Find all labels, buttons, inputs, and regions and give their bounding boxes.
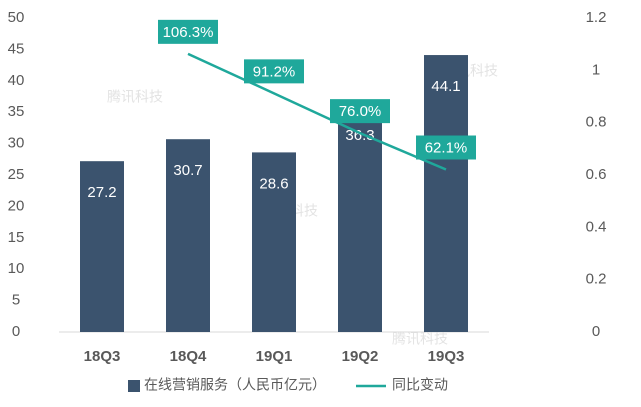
- bar-label: 27.2: [87, 184, 116, 201]
- bar: [80, 161, 124, 332]
- watermark: 腾讯科技: [107, 89, 163, 105]
- y-tick-label: 10: [8, 260, 25, 277]
- y-tick-label: 5: [12, 292, 20, 309]
- legend-label: 在线营销服务（人民币亿元）: [144, 377, 326, 393]
- line-label: 62.1%: [425, 139, 468, 156]
- bar-label: 30.7: [173, 162, 202, 179]
- x-tick-label: 19Q1: [256, 348, 293, 365]
- bar: [166, 139, 210, 332]
- line-label-box: [330, 99, 390, 124]
- line: [187, 52, 447, 171]
- legend-label: 同比变动: [392, 377, 448, 393]
- line-label-box: [244, 59, 304, 84]
- bar-label: 36.3: [345, 127, 374, 144]
- bar: [424, 55, 468, 332]
- y-tick-label: 0: [12, 323, 20, 340]
- y2-tick-label: 1: [592, 61, 600, 78]
- x-tick-label: 18Q3: [84, 348, 121, 365]
- line-label: 76.0%: [339, 103, 382, 120]
- line-label-box: [416, 135, 476, 160]
- y2-tick-label: 1.2: [586, 9, 607, 26]
- line-label: 91.2%: [253, 63, 296, 80]
- y2-tick-label: 0: [592, 323, 600, 340]
- bar: [252, 152, 296, 332]
- bar: [338, 104, 382, 332]
- y2-tick-label: 0.8: [586, 114, 607, 131]
- watermark: 腾讯科技: [392, 331, 448, 347]
- bar-label: 44.1: [431, 78, 460, 95]
- legend-swatch: [128, 380, 140, 392]
- y-tick-label: 50: [8, 9, 25, 26]
- y-tick-label: 45: [8, 40, 25, 57]
- y-tick-label: 35: [8, 103, 25, 120]
- line-label-box: [158, 19, 218, 44]
- y-tick-label: 15: [8, 229, 25, 246]
- x-tick-label: 19Q2: [342, 348, 379, 365]
- y2-tick-label: 0.6: [586, 166, 607, 183]
- bar-label: 28.6: [259, 175, 288, 192]
- line-label: 106.3%: [163, 24, 214, 41]
- y-tick-label: 30: [8, 135, 25, 152]
- x-tick-label: 19Q3: [428, 348, 465, 365]
- y-tick-label: 40: [8, 72, 25, 89]
- y2-tick-label: 0.2: [586, 271, 607, 288]
- y-tick-label: 20: [8, 197, 25, 214]
- y-tick-label: 25: [8, 166, 25, 183]
- x-tick-label: 18Q4: [170, 348, 207, 365]
- y2-tick-label: 0.4: [586, 218, 607, 235]
